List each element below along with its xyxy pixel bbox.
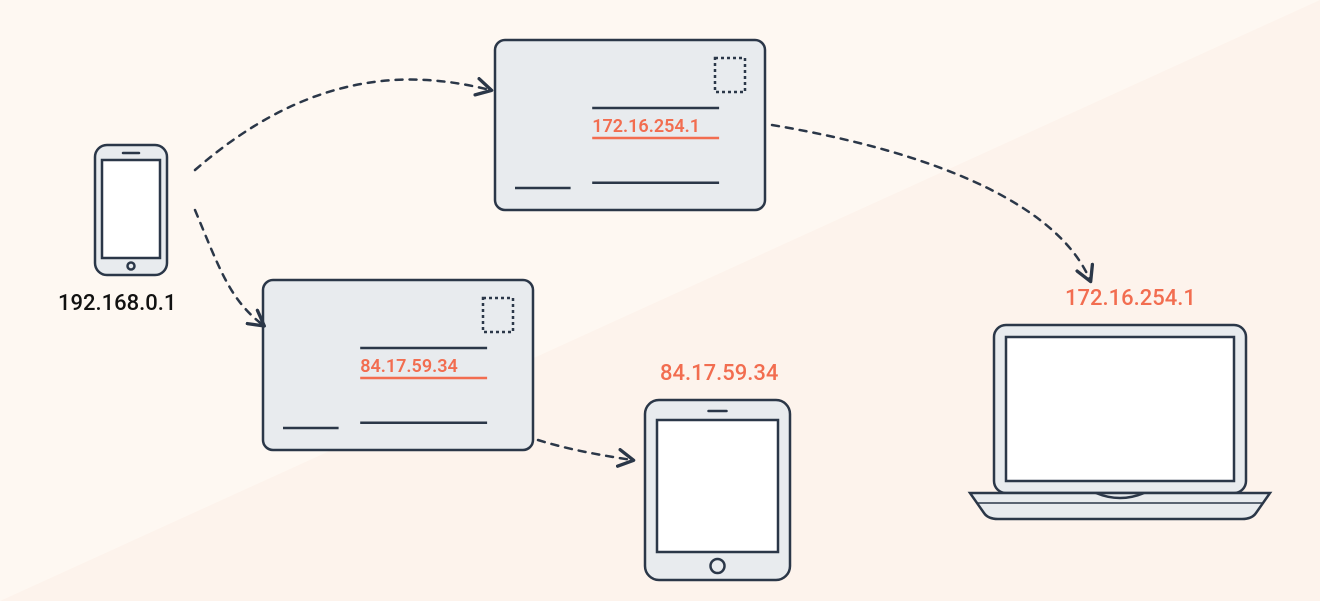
envelope-bottom-ip: 84.17.59.34 — [360, 356, 458, 377]
laptop-icon — [970, 325, 1270, 519]
ip-diagram: 192.168.0.1 172.16.254.1 84.17.59.34 84.17.… — [0, 0, 1320, 601]
laptop-ip: 172.16.254.1 — [1065, 286, 1196, 311]
phone-icon — [95, 145, 167, 275]
tablet-icon — [645, 400, 790, 580]
envelope-top-ip: 172.16.254.1 — [592, 116, 700, 137]
tablet-ip: 84.17.59.34 — [660, 361, 778, 386]
source-ip: 192.168.0.1 — [58, 291, 176, 316]
